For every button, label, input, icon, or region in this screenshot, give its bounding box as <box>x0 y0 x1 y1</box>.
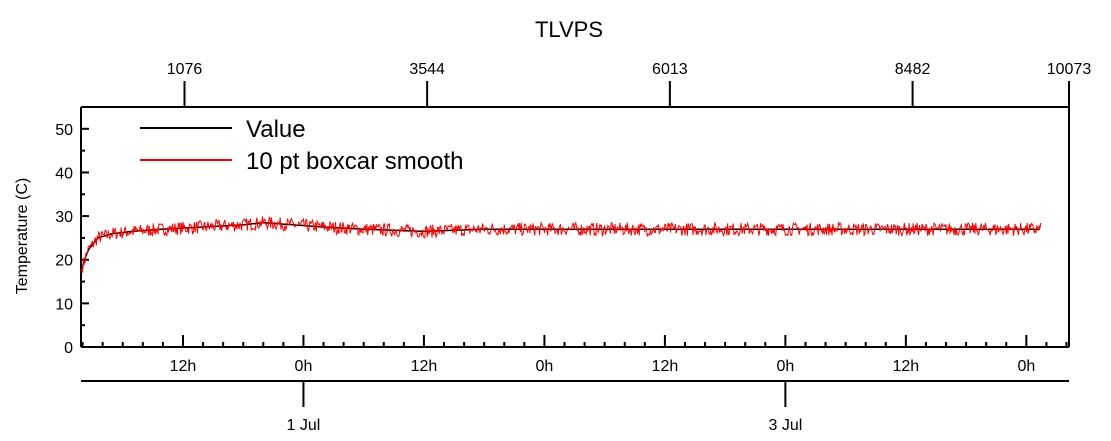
y-tick-label: 10 <box>55 296 73 313</box>
x-tick-label: 12h <box>893 358 920 375</box>
x-tick-label: 0h <box>536 358 554 375</box>
legend-label-value: Value <box>246 116 306 143</box>
series-layer <box>80 216 1042 273</box>
top-tick-label: 10073 <box>1047 61 1092 78</box>
axes: 0 10 20 30 40 50 1076 3544 6013 8482 10073 12h 0h 12h… <box>55 61 1091 434</box>
y-tick-label: 50 <box>55 122 73 139</box>
x-tick-label: 12h <box>652 358 679 375</box>
x-tick-label: 0h <box>1017 358 1035 375</box>
top-tick-label: 8482 <box>895 61 931 78</box>
y-tick-label: 30 <box>55 209 73 226</box>
x-tick-label: 0h <box>295 358 313 375</box>
date-tick-label: 3 Jul <box>768 417 802 434</box>
y-axis-label: Temperature (C) <box>14 178 31 294</box>
legend-label-smooth: 10 pt boxcar smooth <box>246 148 463 175</box>
x-tick-label: 0h <box>776 358 794 375</box>
x-tick-label: 12h <box>170 358 197 375</box>
chart-title: TLVPS <box>535 17 603 42</box>
top-tick-label: 6013 <box>652 61 688 78</box>
top-tick-label: 1076 <box>167 61 203 78</box>
y-tick-label: 20 <box>55 253 73 270</box>
top-tick-label: 3544 <box>409 61 445 78</box>
series-line-smooth <box>80 216 1042 273</box>
legend: Value 10 pt boxcar smooth <box>140 116 463 175</box>
y-tick-label: 0 <box>64 340 73 357</box>
date-tick-label: 1 Jul <box>287 417 321 434</box>
x-tick-label: 12h <box>411 358 438 375</box>
y-tick-label: 40 <box>55 165 73 182</box>
